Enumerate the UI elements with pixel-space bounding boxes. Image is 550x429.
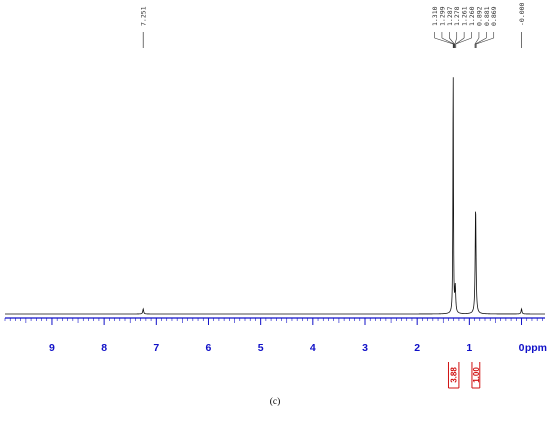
integral-value: 3.88 bbox=[450, 367, 459, 383]
integrals: 3.88 1.00 bbox=[447, 362, 481, 389]
tick-label: 1 bbox=[466, 342, 472, 354]
peak-label: 1.310 bbox=[431, 6, 439, 26]
tick-label: 3 bbox=[362, 342, 368, 354]
peak-label: 1.278 bbox=[453, 6, 461, 26]
peak-label-connector bbox=[449, 37, 455, 45]
peak-label: 1.299 bbox=[438, 6, 446, 26]
tick-label: 4 bbox=[310, 342, 316, 354]
peak-label: 0.869 bbox=[490, 6, 498, 26]
peak-labels: 7.251 -0.000 1.310 1.299 1.287 1.278 1.261 1.26… bbox=[140, 2, 526, 48]
peak-label-connector bbox=[455, 37, 465, 45]
ppm-axis: 9 8 7 6 5 4 3 2 1 0 ppm bbox=[4, 317, 547, 354]
spectrum bbox=[5, 77, 545, 315]
tick-label: 5 bbox=[258, 342, 264, 354]
tick-label: 2 bbox=[414, 342, 420, 354]
peak-label-connector bbox=[441, 37, 454, 45]
peak-label: 1.260 bbox=[468, 6, 476, 26]
spectrum-line bbox=[5, 77, 545, 315]
tick-label: 6 bbox=[206, 342, 212, 354]
peak-label-connector bbox=[455, 37, 472, 45]
integral-value: 1.00 bbox=[472, 367, 481, 383]
peak-label: 1.287 bbox=[446, 6, 454, 26]
peak-label-connector bbox=[475, 37, 487, 45]
peak-label: -0.000 bbox=[518, 2, 526, 26]
peak-label-connector bbox=[454, 37, 458, 45]
peak-label-connector bbox=[476, 37, 494, 45]
peak-label: 7.251 bbox=[140, 6, 148, 26]
tick-label: 9 bbox=[49, 342, 55, 354]
tick-label: 8 bbox=[101, 342, 107, 354]
peak-label: 0.892 bbox=[475, 6, 483, 26]
figure-caption: (c) bbox=[270, 396, 281, 407]
peak-label: 1.261 bbox=[461, 6, 469, 26]
tick-label: 7 bbox=[153, 342, 159, 354]
peak-label-connector bbox=[474, 37, 480, 45]
x-axis-unit: ppm bbox=[525, 342, 547, 354]
tick-label: 0 bbox=[519, 342, 525, 354]
peak-label: 0.881 bbox=[483, 6, 491, 26]
peak-label-connector bbox=[434, 37, 454, 45]
